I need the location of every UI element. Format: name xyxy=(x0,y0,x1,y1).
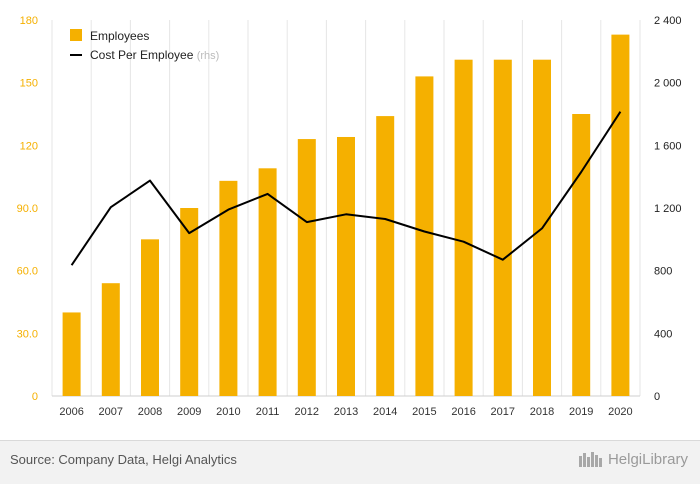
chart: 0 30.0 60.0 90.0 120 150 180 0 400 800 1 200 1 600… xyxy=(0,0,700,440)
x-tick-label: 2020 xyxy=(608,406,632,418)
bar-2014 xyxy=(376,116,394,396)
bar-2015 xyxy=(415,76,433,396)
legend: Employees Cost Per Employee (rhs) xyxy=(70,29,219,62)
x-tick-label: 2012 xyxy=(295,406,319,418)
bar-2006 xyxy=(63,312,81,396)
x-tick-label: 2016 xyxy=(451,406,475,418)
x-tick-label: 2006 xyxy=(59,406,83,418)
bar-2016 xyxy=(455,60,473,396)
bar-2009 xyxy=(180,208,198,396)
bar-2020 xyxy=(611,35,629,396)
bar-2017 xyxy=(494,60,512,396)
x-tick-label: 2009 xyxy=(177,406,201,418)
x-tick-label: 2015 xyxy=(412,406,436,418)
x-tick-label: 2010 xyxy=(216,406,240,418)
legend-employees-label: Employees xyxy=(90,29,149,43)
bar-2008 xyxy=(141,239,159,396)
x-tick-label: 2011 xyxy=(256,406,280,418)
right-tick-label: 0 xyxy=(654,391,660,403)
x-tick-label: 2014 xyxy=(373,406,397,418)
bar-2007 xyxy=(102,283,120,396)
brand-name: HelgiLibrary xyxy=(608,451,688,468)
bar-2011 xyxy=(259,168,277,396)
right-tick-label: 1 200 xyxy=(654,203,682,215)
left-axis-ticks: 0 30.0 60.0 90.0 120 150 180 xyxy=(17,15,38,403)
left-tick-label: 150 xyxy=(20,78,38,90)
right-tick-label: 2 400 xyxy=(654,15,682,27)
bar-2019 xyxy=(572,114,590,396)
right-tick-label: 400 xyxy=(654,328,672,340)
footer: Source: Company Data, Helgi Analytics He… xyxy=(0,440,700,484)
x-tick-label: 2013 xyxy=(334,406,358,418)
legend-employees-swatch xyxy=(70,29,82,41)
x-tick-label: 2007 xyxy=(99,406,123,418)
x-tick-label: 2018 xyxy=(530,406,554,418)
left-tick-label: 0 xyxy=(32,391,38,403)
x-tick-label: 2019 xyxy=(569,406,593,418)
right-axis-ticks: 0 400 800 1 200 1 600 2 000 2 400 xyxy=(654,15,682,403)
bar-2012 xyxy=(298,139,316,396)
left-tick-label: 180 xyxy=(20,15,38,27)
bar-2013 xyxy=(337,137,355,396)
left-tick-label: 90.0 xyxy=(17,203,38,215)
legend-cost-label: Cost Per Employee (rhs) xyxy=(90,48,219,62)
right-tick-label: 800 xyxy=(654,266,672,278)
source-text: Source: Company Data, Helgi Analytics xyxy=(10,452,237,467)
x-axis-ticks: 2006 2007 2008 2009 2010 2011 2012 2013 2014 2015… xyxy=(59,406,632,418)
left-tick-label: 120 xyxy=(20,140,38,152)
left-tick-label: 30.0 xyxy=(17,328,38,340)
library-logo-icon xyxy=(578,450,604,468)
right-tick-label: 2 000 xyxy=(654,78,682,90)
right-tick-label: 1 600 xyxy=(654,140,682,152)
legend-rhs-note: (rhs) xyxy=(197,50,220,62)
x-tick-label: 2017 xyxy=(491,406,515,418)
left-tick-label: 60.0 xyxy=(17,266,38,278)
x-tick-label: 2008 xyxy=(138,406,162,418)
brand-logo: HelgiLibrary xyxy=(578,450,688,468)
